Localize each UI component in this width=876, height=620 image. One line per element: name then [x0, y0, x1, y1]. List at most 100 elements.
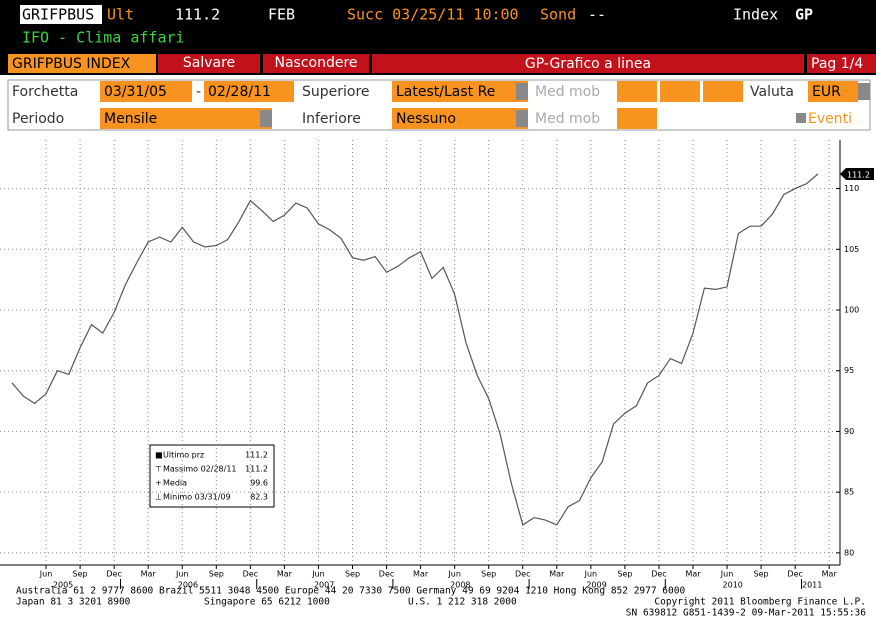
x-tick-label: Sep [754, 570, 769, 579]
events-checkbox[interactable] [796, 113, 806, 123]
ult-label: Ult [107, 6, 134, 24]
x-tick-label: Jun [311, 570, 325, 579]
period-label: Periodo [12, 111, 64, 127]
x-tick-label: Dec [243, 570, 258, 579]
lower-label: Inferiore [302, 111, 361, 127]
legend-label: Massimo 02/28/11 [163, 465, 237, 474]
index-label: Index [733, 6, 778, 24]
lower-field[interactable] [392, 108, 528, 129]
mavg-field-3[interactable] [703, 81, 743, 102]
legend-label: Ultimo prz [163, 451, 204, 460]
x-tick-label: Jun [447, 570, 461, 579]
y-tick-label: 80 [844, 548, 854, 557]
x-tick-label: Dec [651, 570, 666, 579]
legend-symbol: ⊤ [155, 465, 162, 474]
x-tick-label: Sep [73, 570, 88, 579]
sond-label: Sond [540, 6, 576, 24]
x-tick-label: Sep [209, 570, 224, 579]
month: FEB [268, 6, 295, 24]
x-tick-label: Jun [39, 570, 53, 579]
hide-label[interactable]: Nascondere [274, 55, 357, 71]
save-button[interactable] [158, 54, 260, 73]
events[interactable]: Eventi [808, 111, 852, 127]
x-tick-label: Jun [720, 570, 734, 579]
legend-label: Media [163, 479, 187, 488]
dropdown[interactable] [516, 83, 528, 100]
footer-us: U.S. 1 212 318 2000 [408, 597, 517, 608]
form-frame [7, 79, 871, 131]
chart-type-bar [372, 54, 804, 73]
header-bg [0, 0, 876, 52]
legend-symbol: ■ [155, 451, 163, 460]
y-tick-label: 95 [844, 366, 854, 375]
year-label: 2009 [586, 581, 606, 590]
y-tick-label: 90 [844, 427, 854, 436]
start: 03/31/05 [104, 84, 167, 100]
currency-field[interactable] [808, 81, 858, 102]
currency: EUR [812, 84, 841, 100]
mavg-field-1[interactable] [617, 81, 657, 102]
end-field[interactable] [204, 81, 294, 102]
year-label: 2007 [314, 581, 334, 590]
x-tick-label: Jun [584, 570, 598, 579]
y-tick-label: 110 [844, 184, 859, 193]
x-tick-label: Sep [345, 570, 360, 579]
chart-type: GP-Grafico a linea [525, 56, 651, 72]
year-label: 2008 [450, 581, 470, 590]
x-tick-label: Jun [175, 570, 189, 579]
upper: Latest/Last Re [396, 84, 495, 100]
x-tick-label: Mar [685, 570, 701, 579]
dropdown[interactable] [858, 83, 870, 100]
ticker: GRIFPBUS [22, 6, 94, 24]
legend-symbol: + [155, 479, 162, 488]
footer-sn: SN 639812 G851-1439-2 09-Mar-2011 15:55:… [626, 608, 866, 619]
legend-value: 99.6 [250, 479, 268, 488]
y-tick-label: 100 [844, 306, 859, 315]
mavg-label: Med mob [535, 84, 600, 100]
legend-symbol: ⊥ [155, 493, 162, 502]
dropdown[interactable] [260, 110, 272, 127]
x-tick-label: Dec [515, 570, 530, 579]
end: 02/28/11 [208, 84, 271, 100]
mavg2-label: Med mob [535, 111, 600, 127]
upper-field[interactable] [392, 81, 528, 102]
year-label: 2011 [802, 581, 822, 590]
currency-label: Valuta [750, 84, 794, 100]
mavg2-field[interactable] [617, 108, 657, 129]
last-value-marker [840, 168, 874, 180]
save-label[interactable]: Salvare [183, 55, 235, 71]
index-code: GP [795, 6, 813, 24]
legend-frame [149, 444, 275, 508]
footer-singapore: Singapore 65 6212 1000 [204, 597, 330, 608]
legend-value: 111.2 [245, 451, 268, 460]
x-tick-label: Dec [106, 570, 121, 579]
lower: Nessuno [396, 111, 456, 127]
page: Pag 1/4 [811, 56, 863, 72]
x-tick-label: Mar [549, 570, 565, 579]
succ: Succ 03/25/11 10:00 [347, 6, 519, 24]
legend-value: 82.3 [250, 493, 268, 502]
x-tick-label: Mar [413, 570, 429, 579]
footer-line: Australia 61 2 9777 8600 Brazil 5511 304… [16, 586, 685, 597]
x-tick-label: Mar [822, 570, 838, 579]
series-line [11, 173, 819, 526]
range-label: Forchetta [12, 84, 78, 100]
footer-copyright: Copyright 2011 Bloomberg Finance L.P. [654, 597, 866, 608]
period-field[interactable] [100, 108, 272, 129]
dash: - [196, 84, 201, 100]
y-tick-label: 105 [844, 245, 859, 254]
page-bg [807, 54, 876, 73]
period: Mensile [104, 111, 157, 127]
toolbar-name: GRIFPBUS INDEX [12, 56, 131, 72]
ticker-bg [20, 5, 102, 24]
toolbar-name-bg [8, 54, 156, 73]
upper-label: Superiore [302, 84, 370, 100]
start-field[interactable] [100, 81, 192, 102]
hide-button[interactable] [263, 54, 369, 73]
mavg-field-2[interactable] [660, 81, 700, 102]
legend-label: Minimo 03/31/09 [163, 493, 231, 502]
legend: ■ Ultimo prz 111.2 ⊤ Massimo 02/28/11 111.2 + M… [149, 444, 275, 508]
dropdown[interactable] [516, 110, 528, 127]
x-tick-label: Sep [481, 570, 496, 579]
